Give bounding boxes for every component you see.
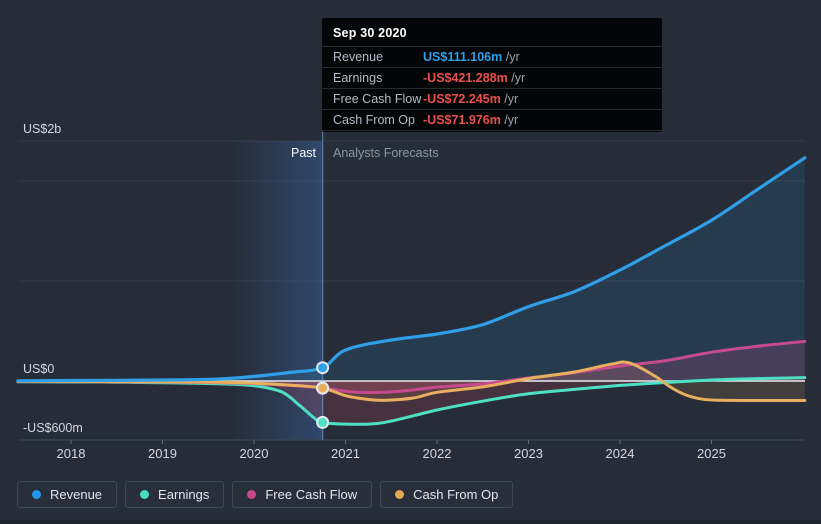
tooltip-value: -US$421.288m /yr [423, 71, 526, 85]
series-line-cash-from-op[interactable] [16, 360, 807, 403]
series-area-free-cash-flow [17, 341, 805, 393]
cash-from-op-series-swatch-icon [395, 490, 405, 499]
series-area-revenue [17, 157, 805, 381]
x-axis-label-2021: 2021 [331, 446, 360, 461]
chart-legend: Revenue Earnings Free Cash Flow Cash Fro… [17, 481, 514, 508]
x-axis-label-2018: 2018 [56, 446, 86, 461]
series-area-earnings [17, 377, 805, 425]
panel-bottom-edge [0, 520, 821, 524]
marker-dot-earnings[interactable] [316, 415, 330, 429]
tooltip-label: Revenue [333, 50, 384, 64]
y-axis-label-zero: US$0 [23, 362, 55, 376]
chart-tooltip: Sep 30 2020 Revenue US$111.106m /yr Earn… [322, 18, 662, 132]
x-axis-label-2022: 2022 [422, 446, 452, 461]
series-line-revenue[interactable] [16, 156, 807, 383]
legend-item-cash-from-op[interactable]: Cash From Op [380, 481, 514, 508]
tooltip-label: Cash From Op [333, 113, 415, 127]
y-axis-label-2b: US$2b [23, 122, 62, 136]
x-axis-label-2019: 2019 [148, 446, 177, 461]
revenue-series-swatch-icon [32, 490, 41, 499]
earnings-series-swatch-icon [140, 490, 150, 499]
legend-item-revenue[interactable]: Revenue [17, 481, 118, 508]
forecast-region-label: Analysts Forecasts [333, 146, 439, 160]
tooltip-label: Earnings [333, 71, 383, 85]
x-axis-label-2023: 2023 [514, 446, 543, 461]
legend-item-earnings[interactable]: Earnings [125, 481, 225, 508]
tooltip-row-earnings: Earnings -US$421.288m /yr [322, 67, 662, 88]
legend-label: Cash From Op [413, 487, 499, 502]
tooltip-row-free-cash-flow: Free Cash Flow -US$72.245m /yr [322, 88, 662, 109]
tooltip-value: -US$71.976m /yr [423, 113, 519, 127]
x-axis-label-2025: 2025 [697, 446, 726, 461]
tooltip-label: Free Cash Flow [333, 92, 422, 106]
tooltip-row-cash-from-op: Cash From Op -US$71.976m /yr [322, 109, 662, 131]
legend-item-free-cash-flow[interactable]: Free Cash Flow [232, 481, 373, 508]
x-axis-label-2024: 2024 [605, 446, 635, 461]
tooltip-row-revenue: Revenue US$111.106m /yr [322, 46, 662, 67]
marker-dot-cash-from-op[interactable] [316, 381, 330, 395]
tooltip-value: -US$72.245m /yr [423, 92, 519, 106]
x-axis-label-2020: 2020 [239, 446, 269, 461]
marker-dot-revenue[interactable] [316, 361, 330, 375]
past-region-label: Past [290, 146, 316, 160]
legend-label: Free Cash Flow [265, 487, 358, 502]
tooltip-value: US$111.106m /yr [423, 50, 520, 64]
y-axis-label-neg600m: -US$600m [23, 421, 83, 435]
tooltip-date: Sep 30 2020 [333, 26, 407, 40]
free-cash-flow-series-swatch-icon [247, 490, 257, 499]
legend-label: Earnings [158, 487, 210, 502]
legend-label: Revenue [50, 487, 103, 502]
